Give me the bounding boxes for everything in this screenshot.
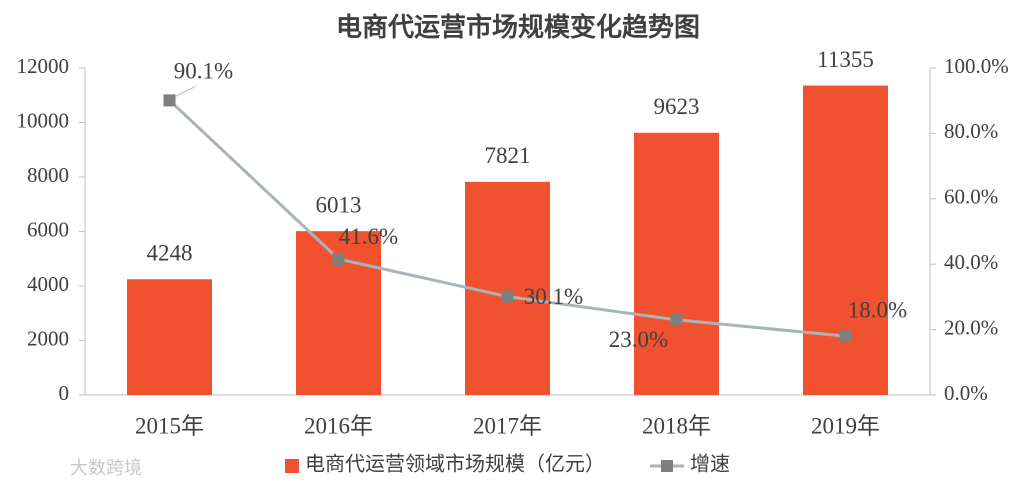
bar-value-label: 4248 bbox=[147, 241, 193, 266]
line-value-label: 41.6% bbox=[339, 224, 398, 249]
y2-tick-label: 100.0% bbox=[944, 54, 1009, 78]
y2-tick-label: 60.0% bbox=[944, 185, 998, 209]
x-tick-label: 2017年 bbox=[473, 413, 542, 438]
x-tick-label: 2015年 bbox=[135, 413, 204, 438]
bar bbox=[803, 85, 888, 396]
x-tick-label: 2016年 bbox=[304, 413, 373, 438]
y2-tick-label: 40.0% bbox=[944, 250, 998, 274]
watermark: 大数跨境 bbox=[70, 458, 142, 478]
line-marker bbox=[839, 330, 852, 343]
line-value-label: 23.0% bbox=[609, 327, 668, 352]
bar-value-label: 7821 bbox=[485, 143, 531, 168]
bar-value-label: 9623 bbox=[654, 94, 700, 119]
bar bbox=[127, 279, 212, 395]
legend-label: 电商代运营领域市场规模（亿元） bbox=[305, 453, 605, 476]
bar-value-label: 6013 bbox=[316, 192, 362, 217]
y-tick-label: 6000 bbox=[27, 217, 69, 241]
legend-marker bbox=[661, 460, 673, 472]
y-tick-label: 0 bbox=[59, 381, 70, 405]
y2-tick-label: 80.0% bbox=[944, 119, 998, 143]
y2-tick-label: 20.0% bbox=[944, 315, 998, 339]
x-tick-label: 2019年 bbox=[811, 413, 880, 438]
chart-title: 电商代运营市场规模变化趋势图 bbox=[336, 12, 700, 42]
line-value-label: 90.1% bbox=[174, 59, 233, 84]
y-tick-label: 2000 bbox=[27, 326, 69, 350]
bar bbox=[634, 132, 719, 395]
x-tick-label: 2018年 bbox=[642, 413, 711, 438]
bar-value-label: 11355 bbox=[817, 47, 874, 72]
line-marker bbox=[670, 313, 683, 326]
y-tick-label: 10000 bbox=[17, 108, 70, 132]
y2-tick-label: 0.0% bbox=[944, 381, 988, 405]
legend-label: 增速 bbox=[690, 453, 730, 476]
line-marker bbox=[332, 252, 345, 265]
bar bbox=[465, 181, 550, 395]
line-value-label: 18.0% bbox=[848, 297, 907, 322]
line-marker bbox=[163, 94, 176, 107]
y-tick-label: 4000 bbox=[27, 272, 69, 296]
line-marker bbox=[501, 290, 514, 303]
y-tick-label: 8000 bbox=[27, 163, 69, 187]
leader-line bbox=[175, 85, 196, 97]
legend-swatch bbox=[285, 459, 299, 473]
y-tick-label: 12000 bbox=[17, 54, 70, 78]
line-value-label: 30.1% bbox=[524, 284, 583, 309]
